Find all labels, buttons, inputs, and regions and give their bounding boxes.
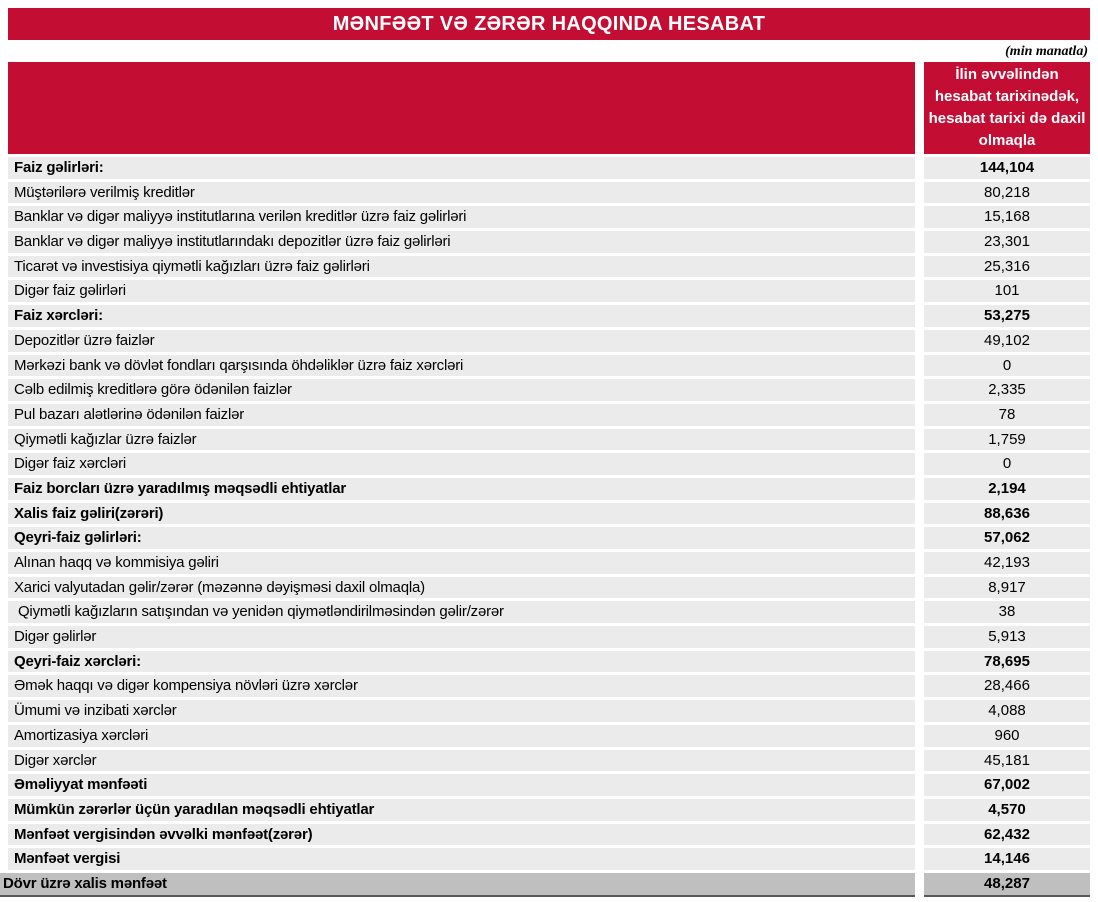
row-value: 42,193 bbox=[924, 552, 1090, 574]
row-value: 144,104 bbox=[924, 157, 1090, 179]
row-label: Mümkün zərərlər üçün yaradılan məqsədli … bbox=[8, 798, 915, 821]
row-value: 53,275 bbox=[924, 305, 1090, 327]
row-value: 1,759 bbox=[924, 428, 1090, 451]
header-label-cell bbox=[8, 62, 915, 154]
row-label: Banklar və digər maliyyə institutlarına … bbox=[8, 206, 915, 229]
table-header-row: İlin əvvəlindən hesabat tarixinədək, hes… bbox=[8, 62, 1090, 154]
row-label: Digər faiz xərcləri bbox=[8, 453, 915, 475]
row-label: Qeyri-faiz xərcləri: bbox=[8, 650, 915, 673]
row-value: 49,102 bbox=[924, 329, 1090, 352]
table-row: Pul bazarı alətlərinə ödənilən faizlər 7… bbox=[8, 403, 1090, 426]
table-row: Banklar və digər maliyyə institutlarına … bbox=[8, 206, 1090, 229]
table-row: Depozitlər üzrə faizlər 49,102 bbox=[8, 329, 1090, 352]
table-row: Qiymətli kağızlar üzrə faizlər 1,759 bbox=[8, 428, 1090, 451]
row-value: 0 bbox=[924, 354, 1090, 377]
table-row: Əməliyyat mənfəəti 67,002 bbox=[8, 774, 1090, 796]
row-value: 960 bbox=[924, 724, 1090, 747]
row-label: Alınan haqq və kommisiya gəliri bbox=[8, 552, 915, 574]
table-row: Mənfəət vergisindən əvvəlki mənfəət(zərə… bbox=[8, 823, 1090, 846]
row-label: Əməliyyat mənfəəti bbox=[8, 774, 915, 796]
row-label: Qiymətli kağızlar üzrə faizlər bbox=[8, 428, 915, 451]
row-value: 2,194 bbox=[924, 477, 1090, 500]
row-value: 45,181 bbox=[924, 749, 1090, 772]
row-value: 5,913 bbox=[924, 626, 1090, 648]
row-value: 4,570 bbox=[924, 798, 1090, 821]
table-row: Mənfəət vergisi 14,146 bbox=[8, 848, 1090, 870]
table-row: Ticarət və investisiya qiymətli kağızlar… bbox=[8, 255, 1090, 278]
header-value-cell: İlin əvvəlindən hesabat tarixinədək, hes… bbox=[924, 62, 1090, 154]
table-row: Banklar və digər maliyyə institutlarında… bbox=[8, 231, 1090, 253]
row-label: Faiz xərcləri: bbox=[8, 305, 915, 327]
row-label: Xarici valyutadan gəlir/zərər (məzənnə d… bbox=[8, 576, 915, 599]
table-row: Digər gəlirlər 5,913 bbox=[8, 626, 1090, 648]
table-row: Ümumi və inzibati xərclər 4,088 bbox=[8, 700, 1090, 722]
row-label: Mənfəət vergisindən əvvəlki mənfəət(zərə… bbox=[8, 823, 915, 846]
table-row: Qiymətli kağızların satışından və yenidə… bbox=[8, 601, 1090, 624]
table-row: Əmək haqqı və digər kompensiya növləri ü… bbox=[8, 675, 1090, 698]
table-row: Faiz xərcləri: 53,275 bbox=[8, 305, 1090, 327]
row-value: 8,917 bbox=[924, 576, 1090, 599]
row-value: 15,168 bbox=[924, 206, 1090, 229]
row-label: Əmək haqqı və digər kompensiya növləri ü… bbox=[8, 675, 915, 698]
row-value: 88,636 bbox=[924, 502, 1090, 525]
row-value: 23,301 bbox=[924, 231, 1090, 253]
row-label: Xalis faiz gəliri(zərəri) bbox=[8, 502, 915, 525]
table-row: Faiz borcları üzrə yaradılmış məqsədli e… bbox=[8, 477, 1090, 500]
row-label: Mənfəət vergisi bbox=[8, 848, 915, 870]
row-value: 25,316 bbox=[924, 255, 1090, 278]
row-label: Müştərilərə verilmiş kreditlər bbox=[8, 181, 915, 204]
row-value: 78 bbox=[924, 403, 1090, 426]
row-label: Pul bazarı alətlərinə ödənilən faizlər bbox=[8, 403, 915, 426]
row-value: 4,088 bbox=[924, 700, 1090, 722]
profit-loss-table: İlin əvvəlindən hesabat tarixinədək, hes… bbox=[0, 62, 1090, 897]
table-row: Amortizasiya xərcləri 960 bbox=[8, 724, 1090, 747]
row-label: Qiymətli kağızların satışından və yenidə… bbox=[8, 601, 915, 624]
row-label: Digər faiz gəlirləri bbox=[8, 280, 915, 303]
row-label: Amortizasiya xərcləri bbox=[8, 724, 915, 747]
row-label: Dövr üzrə xalis mənfəət bbox=[0, 872, 915, 897]
row-value: 78,695 bbox=[924, 650, 1090, 673]
table-row: Digər faiz xərcləri 0 bbox=[8, 453, 1090, 475]
row-value: 38 bbox=[924, 601, 1090, 624]
row-value: 14,146 bbox=[924, 848, 1090, 870]
row-label: Banklar və digər maliyyə institutlarında… bbox=[8, 231, 915, 253]
row-label: Faiz gəlirləri: bbox=[8, 157, 915, 179]
table-row: Digər xərclər 45,181 bbox=[8, 749, 1090, 772]
row-label: Digər gəlirlər bbox=[8, 626, 915, 648]
table-row: Cəlb edilmiş kreditlərə görə ödənilən fa… bbox=[8, 379, 1090, 401]
row-value: 28,466 bbox=[924, 675, 1090, 698]
table-row: Xalis faiz gəliri(zərəri) 88,636 bbox=[8, 502, 1090, 525]
row-value: 48,287 bbox=[924, 872, 1090, 897]
row-label: Qeyri-faiz gəlirləri: bbox=[8, 527, 915, 549]
row-label: Mərkəzi bank və dövlət fondları qarşısın… bbox=[8, 354, 915, 377]
table-row: Mərkəzi bank və dövlət fondları qarşısın… bbox=[8, 354, 1090, 377]
units-note: (min manatla) bbox=[1005, 44, 1088, 59]
row-label: Faiz borcları üzrə yaradılmış məqsədli e… bbox=[8, 477, 915, 500]
row-label: Ticarət və investisiya qiymətli kağızlar… bbox=[8, 255, 915, 278]
table-row: Xarici valyutadan gəlir/zərər (məzənnə d… bbox=[8, 576, 1090, 599]
table-row: Qeyri-faiz xərcləri: 78,695 bbox=[8, 650, 1090, 673]
table-body: Faiz gəlirləri: 144,104 Müştərilərə veri… bbox=[0, 157, 1090, 897]
row-value: 80,218 bbox=[924, 181, 1090, 204]
row-label: Digər xərclər bbox=[8, 749, 915, 772]
row-value: 0 bbox=[924, 453, 1090, 475]
row-label: Ümumi və inzibati xərclər bbox=[8, 700, 915, 722]
table-row: Müştərilərə verilmiş kreditlər 80,218 bbox=[8, 181, 1090, 204]
report-title-bar: MƏNFƏƏT VƏ ZƏRƏR HAQQINDA HESABAT bbox=[8, 8, 1090, 40]
table-row: Dövr üzrə xalis mənfəət 48,287 bbox=[0, 872, 1090, 897]
table-row: Alınan haqq və kommisiya gəliri 42,193 bbox=[8, 552, 1090, 574]
report-title: MƏNFƏƏT VƏ ZƏRƏR HAQQINDA HESABAT bbox=[332, 12, 766, 35]
table-row: Digər faiz gəlirləri 101 bbox=[8, 280, 1090, 303]
table-row: Mümkün zərərlər üçün yaradılan məqsədli … bbox=[8, 798, 1090, 821]
table-row: Faiz gəlirləri: 144,104 bbox=[8, 157, 1090, 179]
row-value: 67,002 bbox=[924, 774, 1090, 796]
row-value: 62,432 bbox=[924, 823, 1090, 846]
row-value: 2,335 bbox=[924, 379, 1090, 401]
row-value: 57,062 bbox=[924, 527, 1090, 549]
row-value: 101 bbox=[924, 280, 1090, 303]
table-row: Qeyri-faiz gəlirləri: 57,062 bbox=[8, 527, 1090, 549]
row-label: Cəlb edilmiş kreditlərə görə ödənilən fa… bbox=[8, 379, 915, 401]
row-label: Depozitlər üzrə faizlər bbox=[8, 329, 915, 352]
